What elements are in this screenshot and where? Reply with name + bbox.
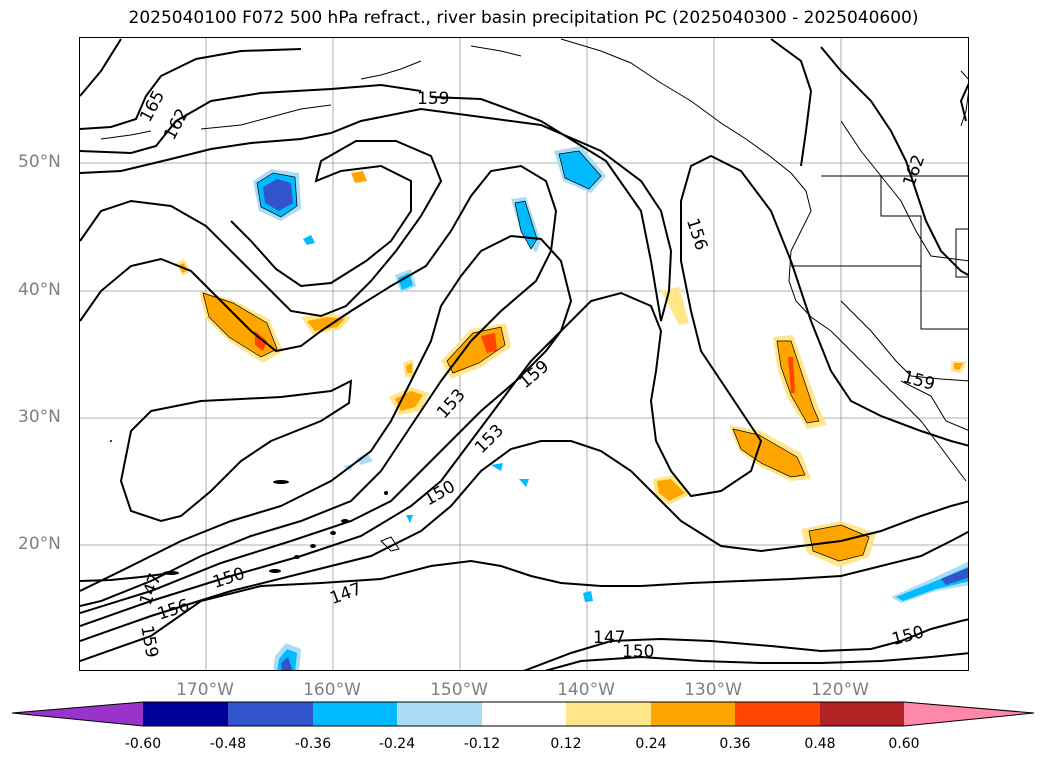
colorbar-segment [566, 702, 651, 726]
contour-label: 150 [622, 642, 654, 662]
lon-label: 140°W [557, 680, 615, 700]
lon-label: 160°W [303, 680, 361, 700]
colorbar-tick-label: 0.60 [888, 736, 920, 752]
colorbar-tick-label: 0.12 [550, 736, 582, 752]
colorbar-tick-label: -0.24 [378, 736, 416, 752]
contour-label: 159 [516, 357, 554, 393]
lon-label: 130°W [684, 680, 742, 700]
contour-label: 159 [417, 89, 449, 109]
map-panel: 165 162 159 156 153 159 153 150 150 147 … [79, 37, 969, 671]
colorbar-segment [482, 702, 566, 726]
blob-outlines [202, 150, 870, 562]
colorbar-tick-label: -0.12 [463, 736, 501, 752]
lat-label: 20°N [18, 534, 61, 554]
colorbar-segment [12, 702, 143, 726]
colorbar-tick-label: 0.36 [719, 736, 751, 752]
precip-shading [176, 146, 968, 670]
contour-label: 159 [136, 624, 161, 659]
colorbar-segment [904, 702, 1034, 726]
islands [110, 440, 388, 575]
lat-label: 30°N [18, 407, 61, 427]
colorbar-segment [313, 702, 397, 726]
contour-lines [80, 38, 968, 670]
contour-label: 159 [900, 367, 937, 395]
colorbar-segment [651, 702, 735, 726]
map-title: 2025040100 F072 500 hPa refract., river … [128, 8, 919, 28]
lon-label: 150°W [430, 680, 488, 700]
contour-label: 150 [890, 622, 927, 650]
contour-label: 153 [471, 421, 508, 458]
lat-label: 50°N [18, 152, 61, 172]
colorbar-tick-label: -0.60 [124, 736, 162, 752]
lon-label: 120°W [811, 680, 869, 700]
colorbar-tick-label: 0.24 [635, 736, 667, 752]
contour-label: 153 [433, 385, 470, 423]
colorbar-segment [228, 702, 313, 726]
lon-label: 170°W [176, 680, 234, 700]
colorbar-segment [735, 702, 820, 726]
contour-label: 147 [593, 628, 625, 648]
contour-label: 156 [155, 596, 192, 625]
coastlines [100, 38, 968, 552]
colorbar-segment [397, 702, 482, 726]
colorbar-segment [143, 702, 228, 726]
contour-label: 150 [421, 477, 459, 511]
contour-label: 165 [136, 87, 169, 125]
colorbar-tick-label: -0.36 [294, 736, 332, 752]
contour-label: 156 [682, 216, 711, 253]
contour-label: 162 [160, 105, 193, 143]
colorbar-tick-label: -0.48 [209, 736, 247, 752]
colorbar [11, 701, 1035, 727]
colorbar-outline [11, 701, 1035, 727]
colorbar-segment [820, 702, 904, 726]
map-canvas: 165 162 159 156 153 159 153 150 150 147 … [80, 38, 968, 670]
lat-label: 40°N [18, 280, 61, 300]
colorbar-tick-label: 0.48 [804, 736, 836, 752]
contour-labels: 165 162 159 156 153 159 153 150 150 147 … [136, 87, 937, 662]
